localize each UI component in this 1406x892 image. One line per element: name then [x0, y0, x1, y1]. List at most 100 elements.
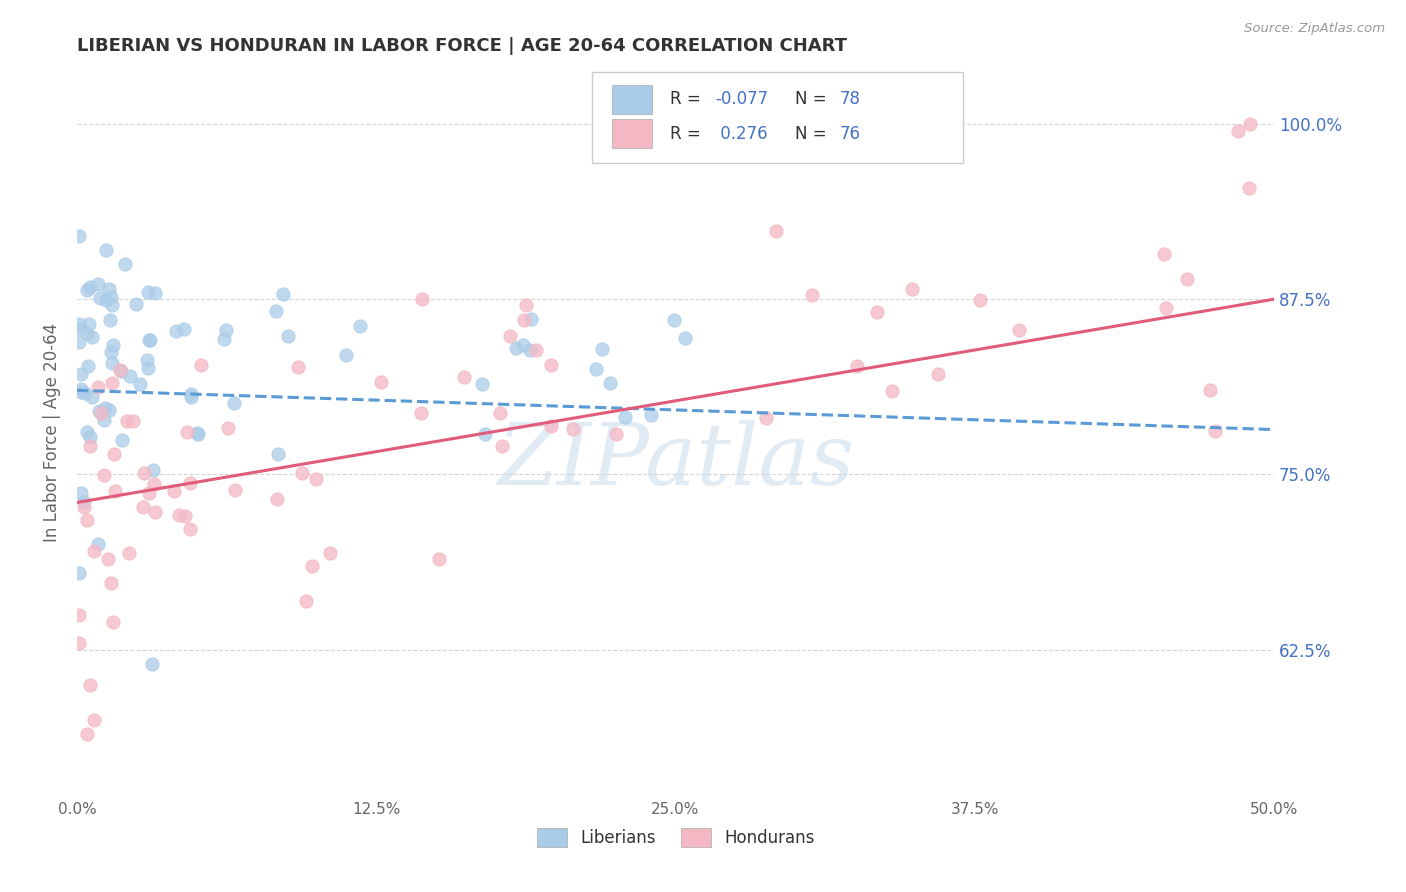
Point: [79, 280, 101, 294]
Point: [83, 544, 105, 558]
Point: [846, 359, 869, 373]
Point: [103, 484, 125, 499]
Point: [122, 414, 145, 428]
Point: [301, 558, 323, 573]
Point: [134, 466, 156, 480]
Point: [287, 359, 309, 374]
Point: [266, 492, 288, 507]
Text: N =: N =: [796, 90, 832, 108]
Point: [294, 594, 316, 608]
Point: [1175, 272, 1198, 286]
Point: [1007, 323, 1029, 337]
Point: [224, 396, 246, 410]
Point: [186, 426, 208, 441]
Point: [561, 422, 583, 436]
Point: [90, 406, 112, 420]
Point: [138, 334, 160, 348]
Point: [1227, 124, 1250, 138]
Point: [117, 414, 139, 428]
Point: [111, 433, 134, 447]
Point: [96, 293, 118, 307]
Point: [98, 282, 121, 296]
Point: [108, 362, 131, 376]
Point: [969, 293, 991, 308]
Point: [76, 425, 98, 440]
Point: [100, 345, 122, 359]
Point: [585, 362, 607, 376]
Point: [93, 468, 115, 483]
Point: [69, 229, 91, 244]
Point: [89, 291, 111, 305]
Point: [135, 352, 157, 367]
Point: [217, 421, 239, 435]
Point: [79, 430, 101, 444]
Point: [70, 368, 93, 382]
Point: [118, 546, 141, 560]
Point: [489, 406, 512, 420]
Point: [291, 466, 314, 480]
Point: [180, 386, 202, 401]
Point: [80, 330, 103, 344]
Point: [79, 439, 101, 453]
Point: [499, 329, 522, 343]
FancyBboxPatch shape: [592, 71, 963, 162]
Text: 0.276: 0.276: [716, 125, 768, 143]
Point: [93, 413, 115, 427]
Point: [453, 370, 475, 384]
Point: [97, 551, 120, 566]
Point: [76, 326, 98, 340]
Point: [163, 484, 186, 499]
Point: [100, 576, 122, 591]
Point: [69, 334, 91, 349]
Point: [190, 359, 212, 373]
Point: [319, 546, 342, 560]
Point: [180, 390, 202, 404]
Point: [139, 333, 162, 347]
Text: 76: 76: [839, 125, 860, 143]
Point: [411, 406, 433, 420]
Text: Source: ZipAtlas.com: Source: ZipAtlas.com: [1244, 22, 1385, 36]
Point: [136, 360, 159, 375]
Point: [110, 364, 132, 378]
Point: [69, 382, 91, 396]
Point: [187, 426, 209, 441]
Point: [76, 513, 98, 527]
Point: [143, 286, 166, 301]
Point: [143, 476, 166, 491]
Point: [87, 380, 110, 394]
Point: [471, 376, 494, 391]
Point: [165, 324, 187, 338]
Bar: [612, 119, 651, 148]
Point: [524, 343, 547, 357]
Point: [1204, 424, 1226, 438]
Text: N =: N =: [796, 125, 832, 143]
Point: [765, 224, 787, 238]
Point: [880, 384, 903, 398]
Text: ZIPatlas: ZIPatlas: [496, 420, 853, 503]
Point: [125, 297, 148, 311]
Text: R =: R =: [669, 90, 706, 108]
Point: [73, 500, 96, 515]
Point: [640, 408, 662, 422]
Point: [179, 476, 201, 491]
Text: LIBERIAN VS HONDURAN IN LABOR FORCE | AGE 20-64 CORRELATION CHART: LIBERIAN VS HONDURAN IN LABOR FORCE | AG…: [77, 37, 846, 55]
Point: [474, 426, 496, 441]
Point: [866, 304, 889, 318]
Point: [370, 375, 392, 389]
Point: [101, 298, 124, 312]
Point: [519, 343, 541, 357]
Point: [79, 678, 101, 692]
Point: [142, 463, 165, 477]
Point: [411, 292, 433, 306]
Point: [520, 312, 543, 326]
Point: [900, 282, 922, 296]
Text: R =: R =: [669, 125, 706, 143]
Point: [605, 427, 627, 442]
Point: [76, 283, 98, 297]
Point: [800, 288, 823, 302]
Bar: [612, 85, 651, 114]
Point: [77, 317, 100, 331]
Point: [427, 552, 450, 566]
Point: [100, 376, 122, 390]
Point: [505, 341, 527, 355]
